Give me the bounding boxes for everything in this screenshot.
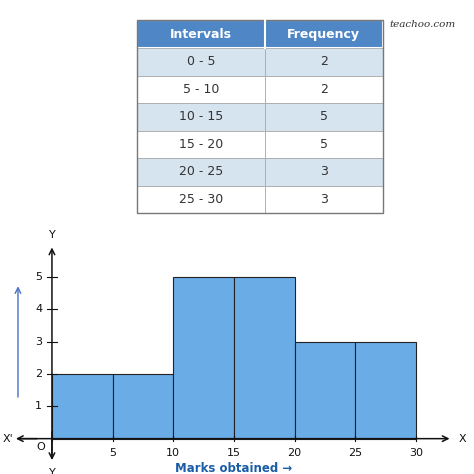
- Text: 3: 3: [319, 193, 328, 206]
- Text: 1: 1: [35, 401, 42, 411]
- Text: 5: 5: [35, 272, 42, 282]
- Bar: [52, 374, 113, 438]
- Text: 15: 15: [227, 448, 241, 458]
- Text: 2: 2: [35, 369, 42, 379]
- Bar: [137, 158, 264, 186]
- Bar: [264, 158, 383, 186]
- Text: 20: 20: [288, 448, 301, 458]
- Bar: [264, 186, 383, 213]
- Text: 10: 10: [166, 448, 180, 458]
- Bar: [234, 277, 295, 438]
- Bar: [295, 342, 356, 438]
- Text: 5: 5: [319, 138, 328, 151]
- Bar: [137, 103, 264, 131]
- Text: 2: 2: [319, 83, 328, 96]
- Text: 10 - 15: 10 - 15: [179, 110, 223, 123]
- Bar: [173, 277, 234, 438]
- Text: Frequency: Frequency: [287, 27, 360, 41]
- Text: Marks obtained →: Marks obtained →: [175, 462, 292, 474]
- Text: 4: 4: [35, 304, 42, 314]
- Text: 3: 3: [35, 337, 42, 346]
- Text: 20 - 25: 20 - 25: [179, 165, 223, 179]
- Text: 5: 5: [109, 448, 116, 458]
- Text: O: O: [36, 442, 46, 452]
- Bar: [137, 48, 264, 75]
- Text: teachoo.com: teachoo.com: [389, 20, 456, 29]
- Text: 25: 25: [348, 448, 362, 458]
- Bar: [264, 103, 383, 131]
- Bar: [264, 48, 383, 75]
- Bar: [137, 186, 264, 213]
- Text: 5 - 10: 5 - 10: [182, 83, 219, 96]
- Text: 2: 2: [319, 55, 328, 68]
- Bar: [137, 75, 264, 103]
- Text: X: X: [458, 434, 466, 444]
- Bar: [356, 342, 416, 438]
- Text: No. of students: No. of students: [0, 291, 4, 393]
- Text: 5: 5: [319, 110, 328, 123]
- Text: 30: 30: [409, 448, 423, 458]
- Text: 0 - 5: 0 - 5: [187, 55, 215, 68]
- Text: 25 - 30: 25 - 30: [179, 193, 223, 206]
- Text: Y: Y: [48, 230, 55, 240]
- Text: 15 - 20: 15 - 20: [179, 138, 223, 151]
- Bar: [264, 131, 383, 158]
- Text: Y: Y: [48, 468, 55, 474]
- Text: Intervals: Intervals: [170, 27, 232, 41]
- Text: 3: 3: [319, 165, 328, 179]
- Text: X': X': [3, 434, 14, 444]
- Bar: [264, 75, 383, 103]
- Bar: [113, 374, 173, 438]
- Bar: [137, 131, 264, 158]
- Bar: [137, 20, 383, 213]
- Bar: [137, 20, 383, 48]
